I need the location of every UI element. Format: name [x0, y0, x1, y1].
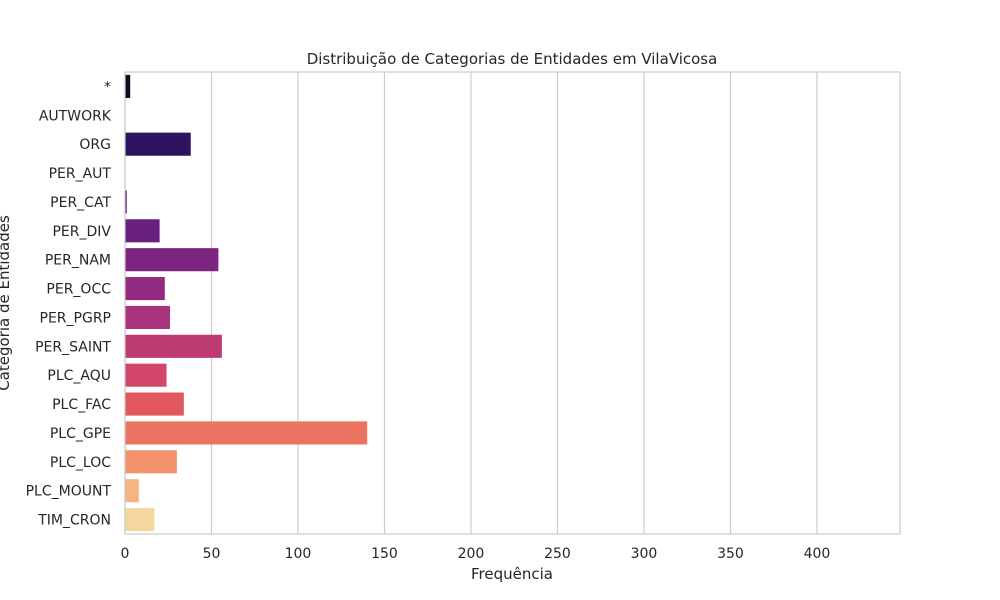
- y-tick-label: PER_CAT: [50, 195, 111, 211]
- bar-per-occ: [125, 277, 165, 301]
- bar-plc-fac: [125, 392, 184, 416]
- bar-tim-cron: [125, 508, 155, 532]
- bar-per-pgrp: [125, 305, 170, 329]
- x-tick-label: 250: [544, 546, 571, 562]
- bar-per-nam: [125, 248, 219, 272]
- y-tick-label: PER_DIV: [52, 224, 111, 240]
- y-tick-label: PER_AUT: [49, 166, 112, 182]
- bar-plc-mount: [125, 479, 139, 503]
- grid-lines: [124, 72, 818, 534]
- y-tick-label: PLC_FAC: [52, 397, 111, 413]
- y-tick-label: PER_SAINT: [35, 339, 111, 355]
- y-tick-label: PER_OCC: [46, 282, 111, 298]
- x-tick-label: 150: [371, 546, 398, 562]
- y-tick-label: PLC_AQU: [47, 368, 111, 384]
- x-tick-label: 300: [631, 546, 658, 562]
- y-tick-label: *: [104, 79, 111, 95]
- bar-per-saint: [125, 334, 222, 358]
- y-tick-label: AUTWORK: [39, 108, 112, 124]
- x-tick-label: 400: [804, 546, 831, 562]
- y-tick-label: ORG: [79, 137, 111, 153]
- y-tick-label: PER_PGRP: [40, 310, 111, 326]
- bar-: [125, 74, 131, 98]
- y-tick-label: PLC_MOUNT: [26, 484, 112, 500]
- x-tick-label: 200: [458, 546, 485, 562]
- x-tick-label: 0: [121, 546, 130, 562]
- x-tick-label: 100: [285, 546, 312, 562]
- chart-title: Distribuição de Categorias de Entidades …: [307, 50, 718, 68]
- x-tick-label: 50: [203, 546, 221, 562]
- bar-per-cat: [125, 190, 127, 214]
- bar-plc-loc: [125, 450, 177, 474]
- bar-plc-gpe: [125, 421, 368, 445]
- y-axis-label: Categoria de Entidades: [0, 215, 13, 391]
- y-tick-label: PER_NAM: [45, 253, 111, 269]
- y-tick-label: PLC_LOC: [50, 455, 111, 471]
- x-tick-labels: 0 50 100 150 200 250 300 350 400: [121, 546, 831, 562]
- bar-org: [125, 132, 191, 156]
- bar-per-div: [125, 219, 160, 243]
- y-tick-label: TIM_CRON: [37, 513, 111, 529]
- x-axis-label: Frequência: [471, 565, 553, 583]
- bars: [125, 74, 368, 532]
- y-tick-label: PLC_GPE: [50, 426, 111, 442]
- y-tick-labels: * AUTWORK ORG PER_AUT PER_CAT PER_DIV PER_NAM P…: [26, 79, 112, 528]
- x-tick-label: 350: [717, 546, 744, 562]
- bar-plc-aqu: [125, 363, 167, 387]
- plot-frame: [124, 71, 901, 535]
